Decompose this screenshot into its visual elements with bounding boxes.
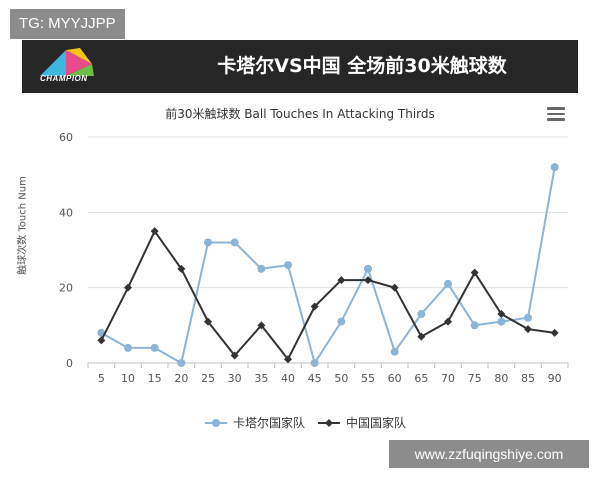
data-point (364, 276, 372, 285)
data-point (444, 317, 452, 326)
y-tick-label: 40 (59, 206, 73, 219)
data-point (150, 343, 159, 352)
legend-marker-qatar-icon (205, 418, 227, 427)
data-point (524, 313, 532, 322)
series-line-1 (100, 230, 555, 361)
data-point (97, 336, 106, 345)
tg-tag: TG: MYYJJPP (10, 9, 125, 39)
legend-item-qatar[interactable]: 卡塔尔国家队 (205, 414, 305, 431)
legend-label-china: 中国国家队 (346, 416, 407, 430)
data-point (124, 283, 132, 292)
x-tick-label: 15 (148, 372, 162, 385)
data-point (470, 321, 479, 330)
x-tick-label: 45 (308, 372, 322, 385)
logo-text: CHAMPION (40, 74, 88, 83)
data-point (124, 343, 132, 352)
x-tick-label: 30 (228, 372, 242, 385)
data-point (257, 264, 266, 273)
hamburger-menu-icon[interactable] (547, 107, 565, 121)
legend-item-china[interactable]: 中国国家队 (318, 414, 406, 431)
chart-legend: 卡塔尔国家队 中国国家队 (0, 414, 600, 434)
data-point (310, 302, 319, 311)
data-point (337, 276, 346, 285)
data-point (177, 264, 186, 273)
data-point (284, 261, 292, 270)
header-banner: CHAMPION 卡塔尔VS中国 全场前30米触球数 (22, 40, 578, 93)
x-tick-label: 60 (388, 372, 402, 385)
data-point (177, 359, 186, 367)
x-tick-label: 65 (414, 372, 428, 385)
x-tick-label: 40 (281, 372, 295, 385)
x-tick-label: 70 (441, 372, 455, 385)
x-tick-label: 55 (361, 372, 375, 385)
x-tick-label: 75 (468, 372, 482, 385)
data-point (524, 325, 532, 334)
x-tick-label: 90 (548, 372, 562, 385)
data-point (550, 163, 559, 172)
x-tick-label: 80 (494, 372, 508, 385)
data-point (284, 355, 292, 364)
data-point (150, 227, 159, 236)
watermark: www.zzfuqingshiye.com (389, 440, 589, 468)
x-tick-label: 10 (121, 372, 135, 385)
x-tick-label: 50 (334, 372, 348, 385)
data-point (337, 317, 346, 326)
x-tick-label: 25 (201, 372, 215, 385)
y-tick-label: 20 (59, 282, 73, 295)
data-point (550, 328, 559, 337)
data-point (230, 238, 239, 247)
x-tick-label: 85 (521, 372, 535, 385)
data-point (497, 317, 506, 326)
data-point (204, 317, 212, 326)
data-point (310, 359, 319, 367)
chart-title: 前30米触球数 Ball Touches In Attacking Thirds (165, 107, 435, 121)
x-tick-label: 5 (98, 372, 105, 385)
data-point (204, 238, 212, 247)
legend-label-qatar: 卡塔尔国家队 (233, 416, 306, 430)
data-point (364, 264, 372, 273)
data-point (444, 279, 452, 288)
data-point (470, 268, 479, 277)
y-tick-label: 60 (59, 131, 73, 144)
data-point (497, 310, 506, 319)
data-point (390, 283, 399, 292)
data-point (390, 347, 399, 356)
x-tick-label: 20 (174, 372, 188, 385)
data-point (257, 321, 266, 330)
champion-logo-icon (40, 48, 94, 76)
page-title: 卡塔尔VS中国 全场前30米触球数 (217, 55, 507, 77)
data-point (230, 351, 239, 360)
data-point (417, 310, 426, 319)
y-tick-label: 0 (66, 357, 73, 370)
x-tick-label: 35 (254, 372, 268, 385)
data-point (417, 332, 426, 341)
series-line-0 (100, 166, 556, 364)
legend-marker-china-icon (318, 418, 340, 427)
chart-panel: 前30米触球数 Ball Touches In Attacking Thirds (22, 93, 578, 448)
